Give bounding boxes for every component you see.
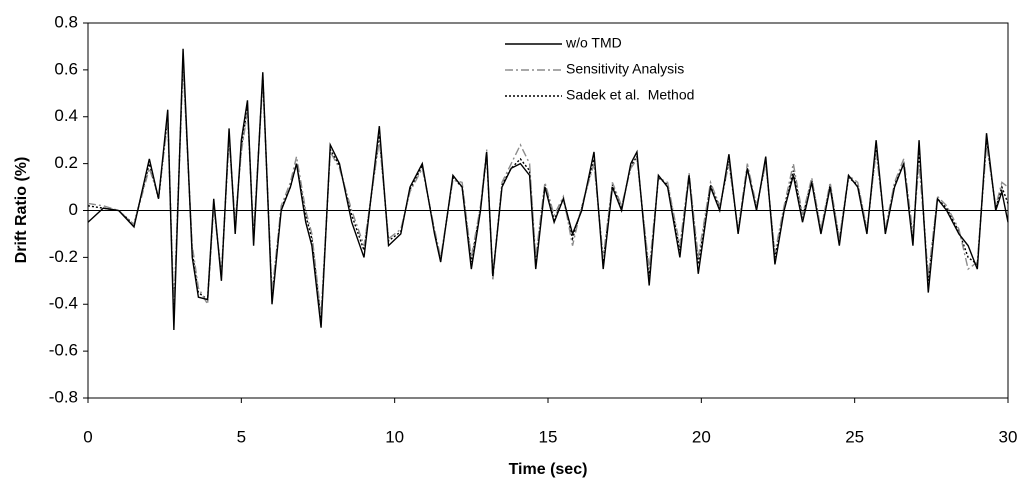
legend-label: w/o TMD bbox=[565, 35, 622, 51]
y-tick-label: -0.2 bbox=[49, 247, 78, 266]
legend-label: Sensitivity Analysis bbox=[566, 61, 684, 77]
x-tick-label: 30 bbox=[999, 427, 1018, 446]
series-line bbox=[87, 65, 1009, 317]
series-line bbox=[87, 48, 1009, 331]
y-tick-label: 0.6 bbox=[54, 59, 78, 78]
y-tick-label: -0.4 bbox=[49, 294, 78, 313]
x-axis-title: Time (sec) bbox=[509, 461, 588, 478]
legend-label: Sadek et al. Method bbox=[566, 87, 694, 103]
x-tick-label: 5 bbox=[237, 427, 246, 446]
y-tick-label: 0.8 bbox=[54, 12, 78, 31]
y-tick-label: 0.4 bbox=[54, 106, 78, 125]
x-tick-label: 25 bbox=[845, 427, 864, 446]
y-tick-label: -0.8 bbox=[49, 387, 78, 406]
y-axis-title: Drift Ratio (%) bbox=[13, 157, 30, 264]
y-tick-label: 0.2 bbox=[54, 153, 78, 172]
x-tick-label: 20 bbox=[692, 427, 711, 446]
x-tick-label: 0 bbox=[83, 427, 92, 446]
x-tick-label: 15 bbox=[539, 427, 558, 446]
y-tick-label: -0.6 bbox=[49, 341, 78, 360]
x-tick-label: 10 bbox=[385, 427, 404, 446]
y-tick-label: 0 bbox=[69, 200, 78, 219]
